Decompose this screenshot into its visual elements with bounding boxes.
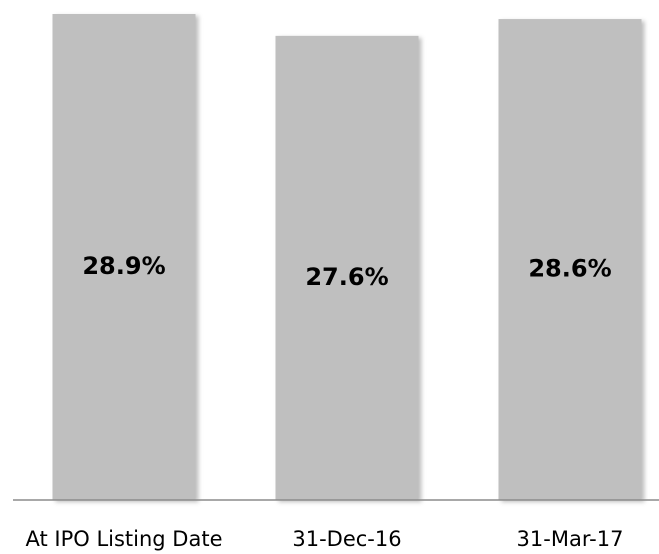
x-tick-label: 31-Mar-17 [517,527,624,551]
data-label: 27.6% [305,263,388,291]
x-tick-label: 31-Dec-16 [292,527,401,551]
bar [52,14,196,500]
data-label: 28.6% [528,255,611,283]
bar [498,19,642,500]
data-label: 28.9% [82,252,165,280]
x-tick-label: At IPO Listing Date [25,527,222,551]
bar [275,35,419,500]
